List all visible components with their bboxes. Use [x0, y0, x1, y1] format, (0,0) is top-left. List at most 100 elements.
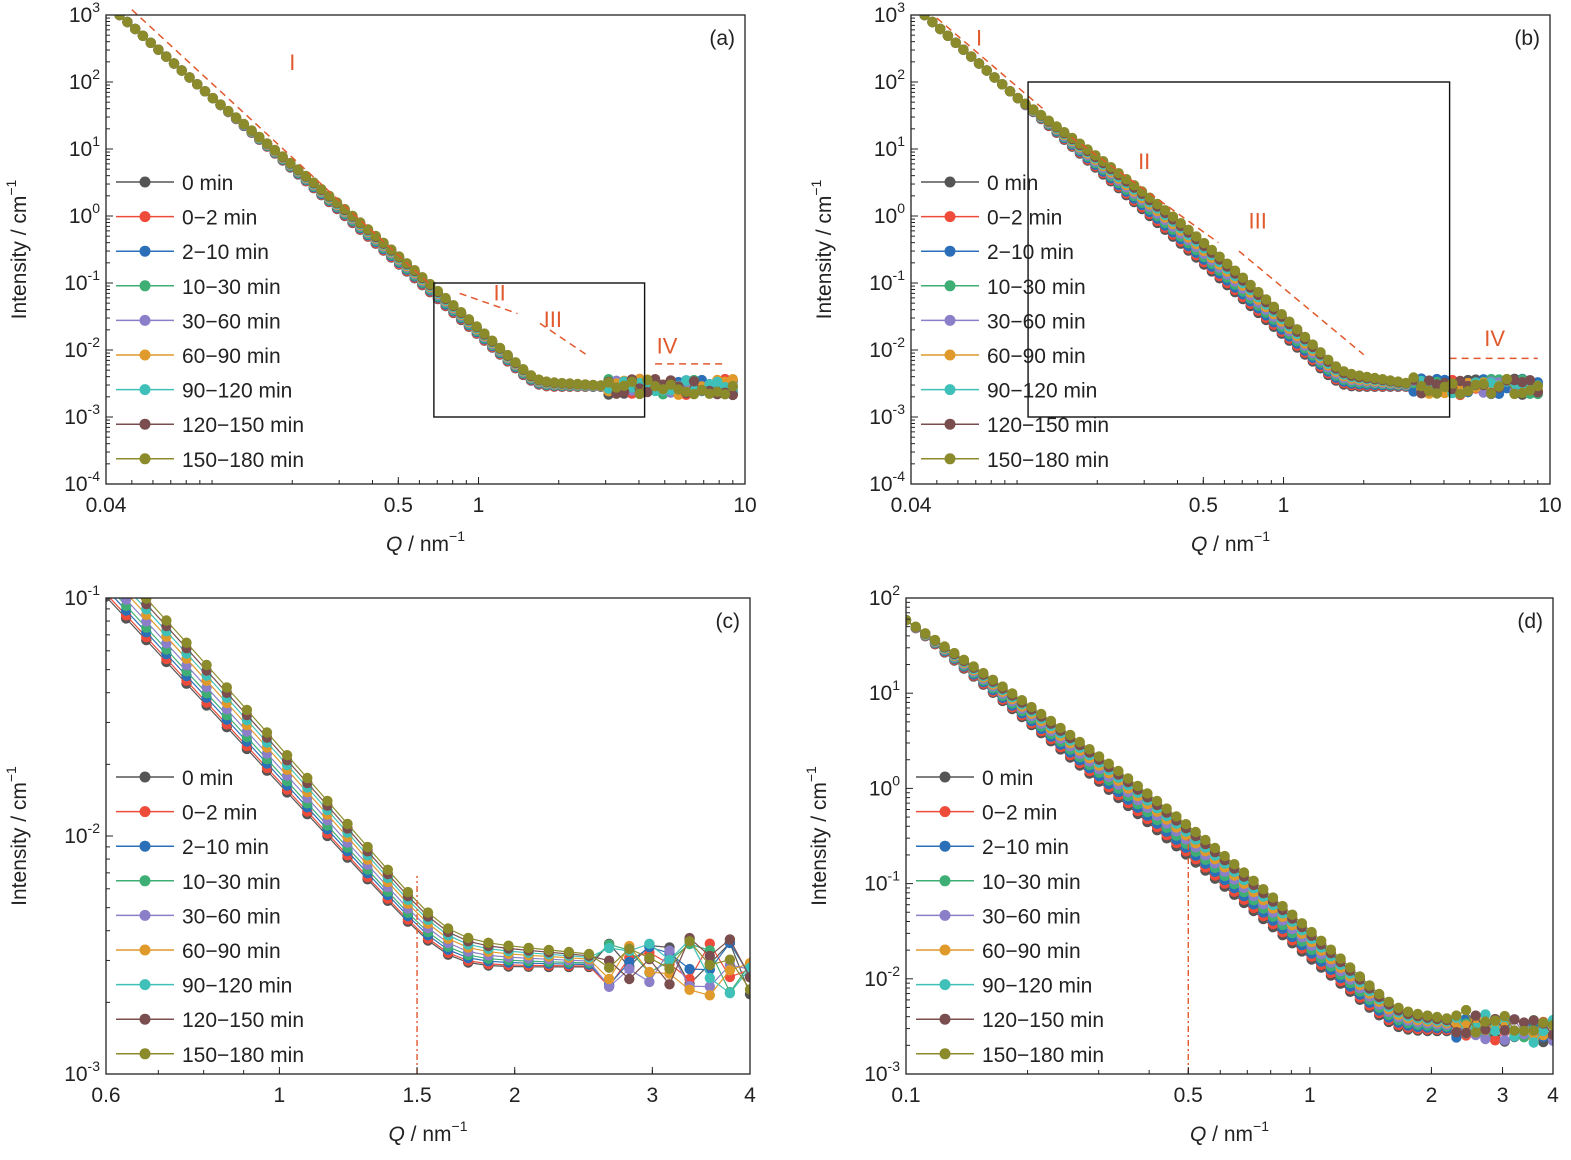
data-point-d-8-49: [1374, 988, 1385, 1000]
data-point-b-8-46: [1276, 309, 1287, 320]
data-point-c-5-29: [684, 984, 695, 995]
legend-swatch-marker: [939, 979, 951, 991]
data-point-c-4-25: [603, 981, 615, 992]
data-point-b-8-59: [1377, 374, 1388, 385]
data-point-c-8-2: [141, 598, 152, 604]
legend-swatch-marker: [944, 211, 956, 223]
data-point-d-8-0: [906, 614, 912, 626]
data-point-d-8-26: [1151, 795, 1163, 807]
legend-item-c-1: 0−2 min: [116, 802, 257, 825]
data-point-c-6-31: [724, 988, 736, 999]
data-point-b-8-76: [1509, 388, 1520, 400]
data-point-b-8-55: [1346, 368, 1357, 380]
data-point-c-8-29: [684, 936, 695, 947]
legend-swatch-marker: [139, 418, 151, 430]
data-point-c-5-27: [644, 966, 655, 978]
data-point-a-8-52: [518, 364, 529, 375]
series-line-a-6: [119, 15, 734, 394]
data-point-b-8-70: [1462, 385, 1474, 397]
legend-item-d-0: 0 min: [916, 767, 1033, 790]
region-label-a-3: IV: [657, 334, 678, 359]
legend-d: 0 min 0−2 min 2−10 min 10−30 min 30−60 min 60…: [916, 767, 1104, 1067]
data-point-a-8-18: [254, 131, 265, 143]
y-tick-label-b-5: 101: [874, 133, 905, 161]
data-point-a-7-74: [688, 376, 700, 387]
data-point-b-8-35: [1191, 231, 1202, 242]
y-tick-label-a-6: 102: [69, 66, 100, 94]
x-tick-label-a-3: 10: [733, 494, 756, 517]
x-tick-label-a-1: 0.5: [384, 494, 413, 517]
x-tick-label-c-4: 3: [646, 1084, 658, 1107]
legend-item-d-6: 90−120 min: [916, 975, 1092, 998]
data-point-d-8-42: [1306, 926, 1317, 938]
data-point-d-8-38: [1267, 892, 1279, 903]
data-point-d-8-57: [1451, 1010, 1462, 1021]
data-point-d-7-64: [1518, 1017, 1530, 1028]
data-point-d-8-36: [1248, 875, 1259, 886]
data-point-b-8-34: [1183, 224, 1194, 235]
y-tick-label-b-2: 10-2: [869, 334, 905, 362]
data-point-a-8-60: [580, 379, 591, 390]
data-point-b-8-6: [966, 51, 977, 62]
data-point-a-8-20: [269, 144, 281, 156]
data-point-a-8-43: [448, 300, 459, 311]
data-point-a-8-53: [525, 370, 537, 381]
data-point-d-8-51: [1393, 1002, 1404, 1013]
data-point-c-1-0: [106, 598, 109, 599]
y-tick-label-c-2: 10-1: [64, 582, 100, 610]
region-label-b-3: IV: [1484, 326, 1505, 351]
legend-swatch-marker: [139, 384, 151, 396]
x-tick-label-d-5: 4: [1547, 1084, 1559, 1107]
legend-label: 0−2 min: [982, 802, 1057, 825]
data-point-a-8-31: [355, 217, 366, 228]
y-tick-label-d-0: 10-3: [864, 1058, 900, 1086]
legend-label: 150−180 min: [982, 1044, 1104, 1067]
data-point-c-2-0: [101, 584, 111, 594]
data-point-a-8-55: [541, 376, 552, 387]
legend-label: 60−90 min: [982, 940, 1081, 963]
data-point-d-8-47: [1354, 971, 1366, 982]
panel-label-b: (b): [1514, 27, 1540, 50]
data-point-b-8-40: [1229, 265, 1241, 276]
plot-area-d: [906, 614, 1553, 1048]
legend-swatch-marker: [139, 349, 151, 361]
data-point-d-8-1: [910, 621, 921, 632]
data-point-c-8-11: [322, 795, 333, 807]
legend-item-b-1: 0−2 min: [921, 207, 1062, 230]
data-point-d-8-19: [1084, 744, 1095, 755]
y-tick-label-b-4: 100: [874, 200, 905, 228]
data-point-b-8-7: [973, 58, 985, 69]
data-point-a-8-74: [688, 389, 700, 400]
data-point-a-8-67: [634, 388, 645, 400]
data-point-b-8-2: [935, 23, 946, 35]
data-point-a-8-41: [432, 285, 444, 297]
legend-label: 10−30 min: [982, 871, 1081, 894]
data-point-d-8-53: [1412, 1008, 1424, 1020]
data-point-a-8-58: [564, 378, 575, 389]
data-point-b-8-44: [1260, 294, 1272, 305]
data-point-d-8-58: [1460, 1004, 1472, 1016]
data-point-a-8-44: [455, 307, 467, 318]
data-point-c-8-1: [121, 571, 131, 581]
series-line-a-4: [119, 15, 734, 394]
data-point-c-8-30: [704, 959, 715, 971]
chart-panel-b: IIIIIIIV10-410-310-210-11001011021030.04…: [808, 0, 1562, 556]
series-line-b-5: [924, 15, 1539, 395]
data-point-b-8-48: [1292, 324, 1303, 335]
data-point-b-8-75: [1501, 373, 1513, 385]
legend-label: 10−30 min: [182, 276, 281, 299]
y-axis-label-a: Intensity / cm−1: [3, 179, 31, 319]
data-point-d-8-22: [1113, 765, 1124, 777]
data-point-b-8-57: [1361, 371, 1373, 383]
data-point-a-8-17: [246, 125, 257, 136]
data-point-a-8-28: [331, 197, 343, 208]
legend-label: 30−60 min: [987, 310, 1086, 333]
data-point-a-8-42: [440, 292, 451, 304]
y-tick-label-b-1: 10-3: [869, 401, 905, 429]
panel-label-a: (a): [709, 27, 735, 50]
data-point-a-8-27: [324, 190, 335, 201]
data-point-d-8-50: [1383, 996, 1395, 1007]
x-tick-label-c-3: 2: [509, 1084, 521, 1107]
legend-swatch-marker: [139, 453, 151, 465]
data-point-d-8-59: [1470, 1027, 1481, 1038]
